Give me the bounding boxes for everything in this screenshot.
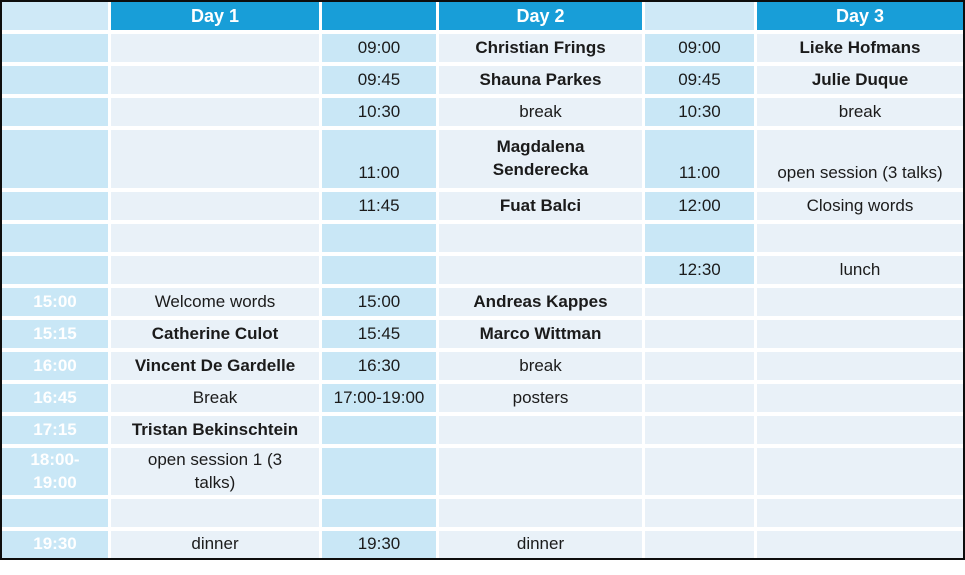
- event-cell: [111, 130, 319, 188]
- event-cell: Christian Frings: [439, 34, 642, 62]
- time-cell: 15:45: [322, 320, 436, 348]
- time-cell: 15:00: [322, 288, 436, 316]
- time-cell: 10:30: [645, 98, 754, 126]
- time-cell: [645, 320, 754, 348]
- header-day-2: Day 2: [439, 2, 642, 30]
- event-cell: [439, 499, 642, 527]
- time-cell: 16:45: [2, 384, 108, 412]
- event-cell: [757, 288, 963, 316]
- event-cell: [757, 499, 963, 527]
- time-cell: [2, 256, 108, 284]
- time-cell: 09:45: [322, 66, 436, 94]
- event-cell: Closing words: [757, 192, 963, 220]
- event-cell: [111, 66, 319, 94]
- time-cell: [2, 499, 108, 527]
- time-cell: 10:30: [322, 98, 436, 126]
- event-cell: [111, 499, 319, 527]
- time-cell: 12:30: [645, 256, 754, 284]
- event-cell: Catherine Culot: [111, 320, 319, 348]
- time-cell: 18:00- 19:00: [2, 448, 108, 495]
- event-cell: dinner: [111, 531, 319, 558]
- event-cell: [111, 98, 319, 126]
- event-cell: lunch: [757, 256, 963, 284]
- event-cell: [111, 256, 319, 284]
- header-spacer-cell: [2, 2, 108, 30]
- time-cell: 19:30: [322, 531, 436, 558]
- time-cell: [645, 499, 754, 527]
- event-cell: open session (3 talks): [757, 130, 963, 188]
- event-cell: [439, 224, 642, 252]
- event-cell: [439, 416, 642, 444]
- event-cell: [439, 256, 642, 284]
- time-cell: 19:30: [2, 531, 108, 558]
- time-cell: [645, 416, 754, 444]
- event-cell: dinner: [439, 531, 642, 558]
- event-cell: Julie Duque: [757, 66, 963, 94]
- time-cell: [2, 98, 108, 126]
- event-cell: Break: [111, 384, 319, 412]
- event-cell: open session 1 (3 talks): [111, 448, 319, 495]
- time-cell: [322, 256, 436, 284]
- event-cell: Welcome words: [111, 288, 319, 316]
- event-cell: Andreas Kappes: [439, 288, 642, 316]
- schedule-table: Day 1 Day 2 Day 3 09:00 Christian Frings 09:0…: [0, 0, 965, 560]
- time-cell: 15:00: [2, 288, 108, 316]
- event-cell: break: [439, 98, 642, 126]
- event-cell: [757, 416, 963, 444]
- time-cell: 11:00: [645, 130, 754, 188]
- header-day-3: Day 3: [757, 2, 963, 30]
- time-cell: 17:00-19:00: [322, 384, 436, 412]
- event-cell: [757, 320, 963, 348]
- event-cell: break: [439, 352, 642, 380]
- time-cell: 17:15: [2, 416, 108, 444]
- event-cell: Fuat Balci: [439, 192, 642, 220]
- time-cell: 11:00: [322, 130, 436, 188]
- event-cell: [757, 224, 963, 252]
- event-cell: Tristan Bekinschtein: [111, 416, 319, 444]
- time-cell: [2, 192, 108, 220]
- time-cell: [645, 448, 754, 495]
- time-cell: [645, 384, 754, 412]
- event-cell: [757, 384, 963, 412]
- time-cell: [645, 352, 754, 380]
- time-cell: [645, 531, 754, 558]
- time-cell: [322, 499, 436, 527]
- event-cell: [757, 352, 963, 380]
- event-cell: posters: [439, 384, 642, 412]
- time-cell: [645, 288, 754, 316]
- event-cell: [757, 531, 963, 558]
- event-cell: [111, 34, 319, 62]
- event-cell: Marco Wittman: [439, 320, 642, 348]
- time-cell: [322, 448, 436, 495]
- time-cell: [322, 224, 436, 252]
- time-cell: 12:00: [645, 192, 754, 220]
- event-cell: Lieke Hofmans: [757, 34, 963, 62]
- time-cell: 11:45: [322, 192, 436, 220]
- time-cell: 09:00: [645, 34, 754, 62]
- time-cell: [2, 224, 108, 252]
- event-cell: [757, 448, 963, 495]
- time-cell: 16:30: [322, 352, 436, 380]
- event-cell: [111, 192, 319, 220]
- time-cell: [2, 34, 108, 62]
- time-cell: 15:15: [2, 320, 108, 348]
- event-cell: break: [757, 98, 963, 126]
- event-cell: Magdalena Senderecka: [439, 130, 642, 188]
- header-spacer-cell: [645, 2, 754, 30]
- time-cell: 16:00: [2, 352, 108, 380]
- event-cell: [111, 224, 319, 252]
- time-cell: [645, 224, 754, 252]
- time-cell: 09:00: [322, 34, 436, 62]
- event-cell: Shauna Parkes: [439, 66, 642, 94]
- time-cell: [322, 416, 436, 444]
- event-cell: Vincent De Gardelle: [111, 352, 319, 380]
- event-cell: [439, 448, 642, 495]
- time-cell: 09:45: [645, 66, 754, 94]
- time-cell: [2, 130, 108, 188]
- header-day-1: Day 1: [111, 2, 319, 30]
- header-spacer-cell: [322, 2, 436, 30]
- time-cell: [2, 66, 108, 94]
